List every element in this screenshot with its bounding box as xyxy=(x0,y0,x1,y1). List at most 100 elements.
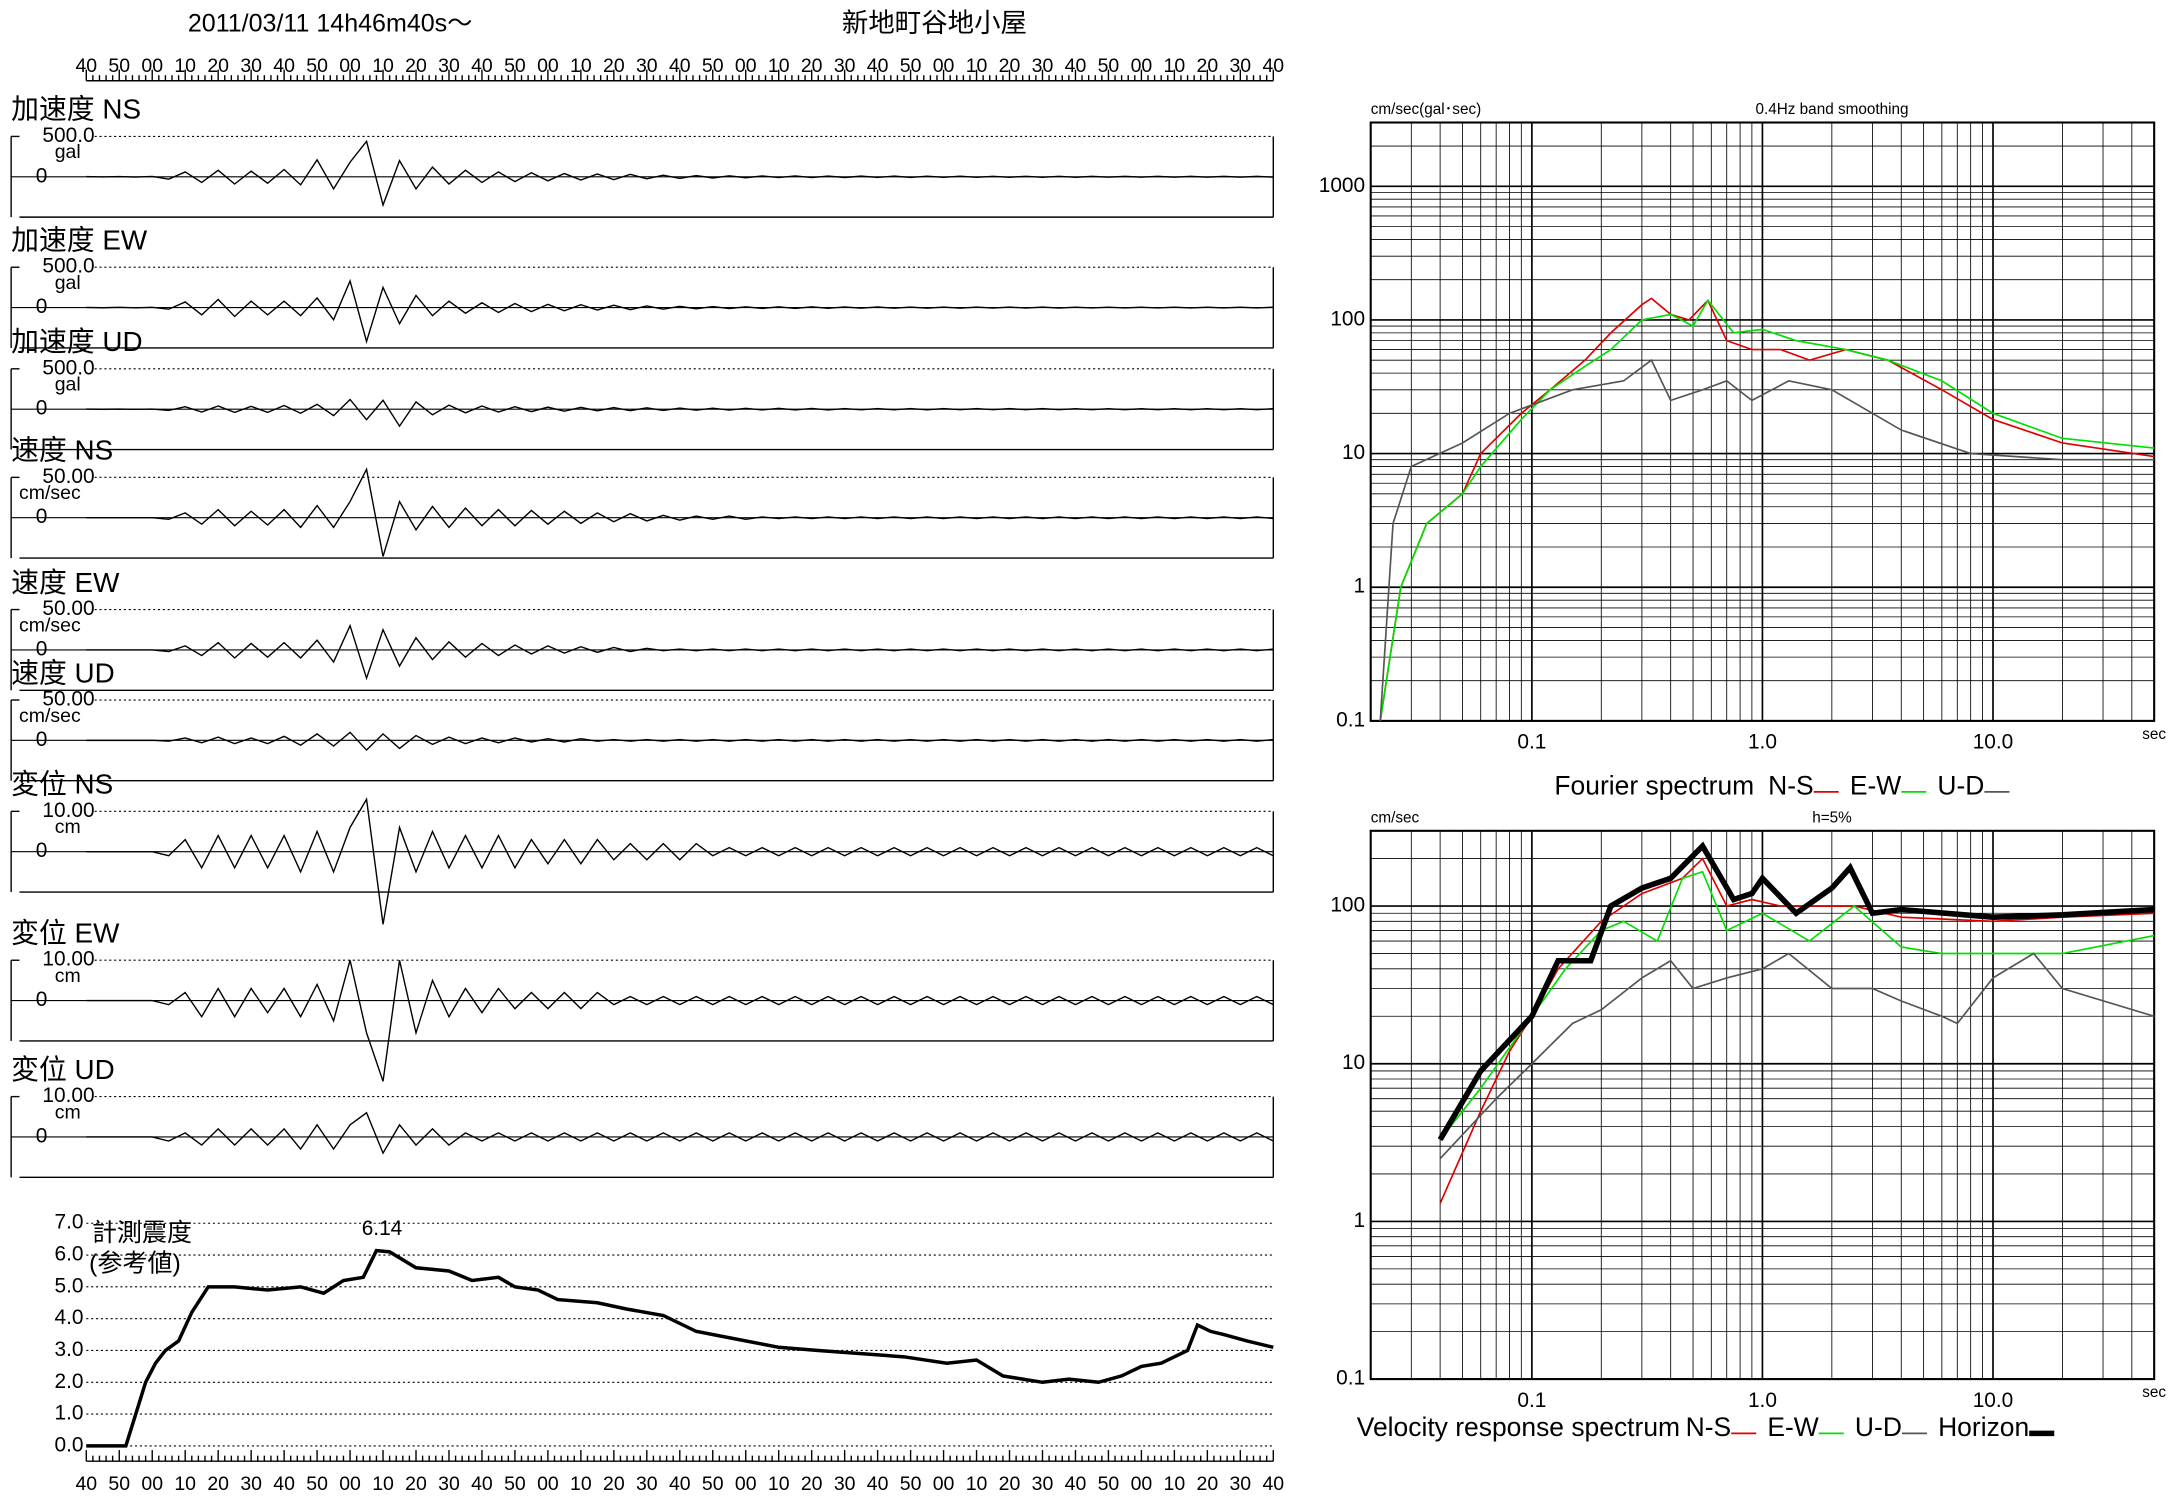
legend-label: N-S xyxy=(1768,771,1814,801)
x-tick-label: 10 xyxy=(966,55,988,77)
y-tick-label: 1.0 xyxy=(54,1402,83,1425)
y-tick-label: 0 xyxy=(36,839,48,862)
y-tick-label: 4.0 xyxy=(54,1306,83,1329)
legend-label: E-W xyxy=(1850,771,1901,801)
y-tick-label: 1 xyxy=(1354,575,1366,598)
x-tick-label: 20 xyxy=(1197,55,1219,77)
waveform xyxy=(86,623,1274,681)
y-tick-label: 10.00 xyxy=(42,948,94,971)
waveform xyxy=(86,398,1274,428)
spectrum-line xyxy=(1379,297,2155,722)
x-tick-label: 50 xyxy=(1098,55,1120,77)
x-tick-label: 10.0 xyxy=(1973,731,2014,754)
x-tick-label: 40 xyxy=(75,1473,97,1495)
y-tick-label: 0.1 xyxy=(1336,1367,1365,1390)
intensity-subtitle: (参考値) xyxy=(89,1250,181,1278)
waveform xyxy=(86,139,1274,208)
waveform xyxy=(86,731,1274,752)
y-tick-label: 0.1 xyxy=(1336,708,1365,731)
waveform xyxy=(86,467,1274,557)
x-tick-label: 00 xyxy=(1131,55,1153,77)
y-tick-label: 100 xyxy=(1330,894,1365,917)
x-tick-label: 40 xyxy=(75,55,97,77)
legend-label: U-D xyxy=(1855,1412,1902,1442)
x-tick-label: 1.0 xyxy=(1748,1389,1777,1412)
x-tick-label: 30 xyxy=(834,1473,856,1495)
y-tick-label: 0 xyxy=(36,397,48,420)
x-tick-label: 50 xyxy=(702,55,724,77)
x-axis-label: sec xyxy=(2142,726,2166,743)
x-tick-label: 50 xyxy=(108,1473,130,1495)
y-tick-label: 6.0 xyxy=(54,1243,83,1266)
legend-label: Horizon xyxy=(1938,1412,2029,1442)
x-tick-label: 30 xyxy=(240,1473,262,1495)
panel-title: 加速度 UD xyxy=(11,326,142,357)
x-tick-label: 10 xyxy=(1164,55,1186,77)
y-tick-label: 7.0 xyxy=(54,1211,83,1234)
x-tick-label: 30 xyxy=(240,55,262,77)
waveform xyxy=(86,278,1274,344)
x-tick-label: 20 xyxy=(801,55,823,77)
y-tick-label: 50.00 xyxy=(42,465,94,488)
x-tick-label: 10 xyxy=(1164,1473,1186,1495)
x-tick-label: 50 xyxy=(702,1473,724,1495)
x-tick-label: 30 xyxy=(438,1473,460,1495)
x-tick-label: 40 xyxy=(273,1473,295,1495)
y-tick-label: 0 xyxy=(36,728,48,751)
legend-label: N-S xyxy=(1686,1412,1732,1442)
x-tick-label: 10 xyxy=(372,1473,394,1495)
x-tick-label: 40 xyxy=(471,1473,493,1495)
unit-label: gal xyxy=(55,374,81,396)
unit-label: cm/sec xyxy=(19,705,81,727)
x-tick-label: 40 xyxy=(471,55,493,77)
x-tick-label: 20 xyxy=(207,1473,229,1495)
peak-label: 6.14 xyxy=(362,1217,403,1240)
y-tick-label: 10.00 xyxy=(42,1084,94,1107)
y-tick-label: 0.0 xyxy=(54,1433,83,1456)
x-tick-label: 30 xyxy=(834,55,856,77)
intensity-line xyxy=(86,1248,1274,1448)
unit-label: cm xyxy=(55,965,81,987)
plot-frame xyxy=(1369,829,2156,1381)
unit-label: cm/sec xyxy=(19,614,81,636)
x-tick-label: 40 xyxy=(669,55,691,77)
x-tick-label: 00 xyxy=(537,55,559,77)
x-tick-label: 20 xyxy=(603,1473,625,1495)
y-tick-label: 0 xyxy=(36,164,48,187)
y-tick-label: 500.0 xyxy=(42,255,94,278)
spectrum-line xyxy=(1439,870,2155,1141)
x-tick-label: 0.1 xyxy=(1517,1389,1546,1412)
x-tick-label: 20 xyxy=(801,1473,823,1495)
y-tick-label: 500.0 xyxy=(42,124,94,147)
x-tick-label: 10 xyxy=(174,55,196,77)
x-tick-label: 30 xyxy=(1032,55,1054,77)
y-axis-label: cm/sec(gal･sec) xyxy=(1371,101,1482,118)
x-tick-label: 40 xyxy=(1065,1473,1087,1495)
spectrum-line xyxy=(1379,298,2155,722)
x-tick-label: 30 xyxy=(1229,55,1251,77)
y-tick-label: 0 xyxy=(36,505,48,528)
panel-title: 変位 UD xyxy=(11,1054,115,1085)
x-tick-label: 40 xyxy=(273,55,295,77)
panel-title: 加速度 NS xyxy=(11,94,141,125)
unit-label: gal xyxy=(55,272,81,294)
x-tick-label: 10 xyxy=(768,55,790,77)
subtitle: h=5% xyxy=(1812,809,1852,826)
y-tick-label: 10.00 xyxy=(42,799,94,822)
y-tick-label: 0 xyxy=(36,988,48,1011)
x-tick-label: 40 xyxy=(867,1473,889,1495)
x-tick-label: 00 xyxy=(735,1473,757,1495)
y-tick-label: 2.0 xyxy=(54,1370,83,1393)
y-tick-label: 0 xyxy=(36,1124,48,1147)
x-tick-label: 00 xyxy=(933,55,955,77)
x-tick-label: 20 xyxy=(405,1473,427,1495)
y-tick-label: 100 xyxy=(1330,307,1365,330)
spectrum-line xyxy=(1439,952,2155,1160)
x-tick-label: 50 xyxy=(504,1473,526,1495)
x-tick-label: 1.0 xyxy=(1748,731,1777,754)
x-tick-label: 00 xyxy=(735,55,757,77)
x-tick-label: 50 xyxy=(900,55,922,77)
x-tick-label: 10 xyxy=(768,1473,790,1495)
